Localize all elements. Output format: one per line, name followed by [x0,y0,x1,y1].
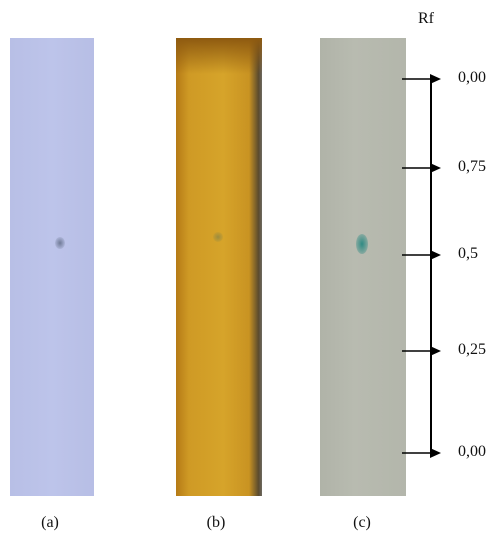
right-arrow-icon [402,448,441,458]
rf-tick-label: 0,5 [458,245,478,262]
plate-label-a: (a) [41,514,59,531]
rf-axis-title: Rf [418,10,434,27]
rf-tick-label: 0,75 [458,158,486,175]
right-arrow-icon [402,346,441,356]
tlc-plate-c [320,38,406,496]
spot-plate-a [55,237,65,249]
spot-plate-b [213,232,223,242]
rf-tick-row: 0,00 [400,443,504,461]
right-arrow-icon [402,250,441,260]
rf-tick-row: 0,25 [400,341,504,359]
rf-tick-row: 0,75 [400,158,504,176]
rf-scale: Rf 0,00 0,75 0,5 0,25 0,00 [400,0,504,541]
tlc-plate-b [176,38,262,496]
right-arrow-icon [402,163,441,173]
right-arrow-icon [402,74,441,84]
tlc-plate-a [10,38,94,496]
rf-tick-label: 0,00 [458,443,486,460]
rf-tick-row: 0,00 [400,69,504,87]
rf-tick-label: 0,25 [458,341,486,358]
rf-tick-row: 0,5 [400,245,504,263]
rf-tick-label: 0,00 [458,69,486,86]
rf-axis-line [430,79,432,455]
plate-label-c: (c) [353,514,371,531]
plate-label-b: (b) [206,514,226,531]
spot-plate-c [356,234,368,254]
